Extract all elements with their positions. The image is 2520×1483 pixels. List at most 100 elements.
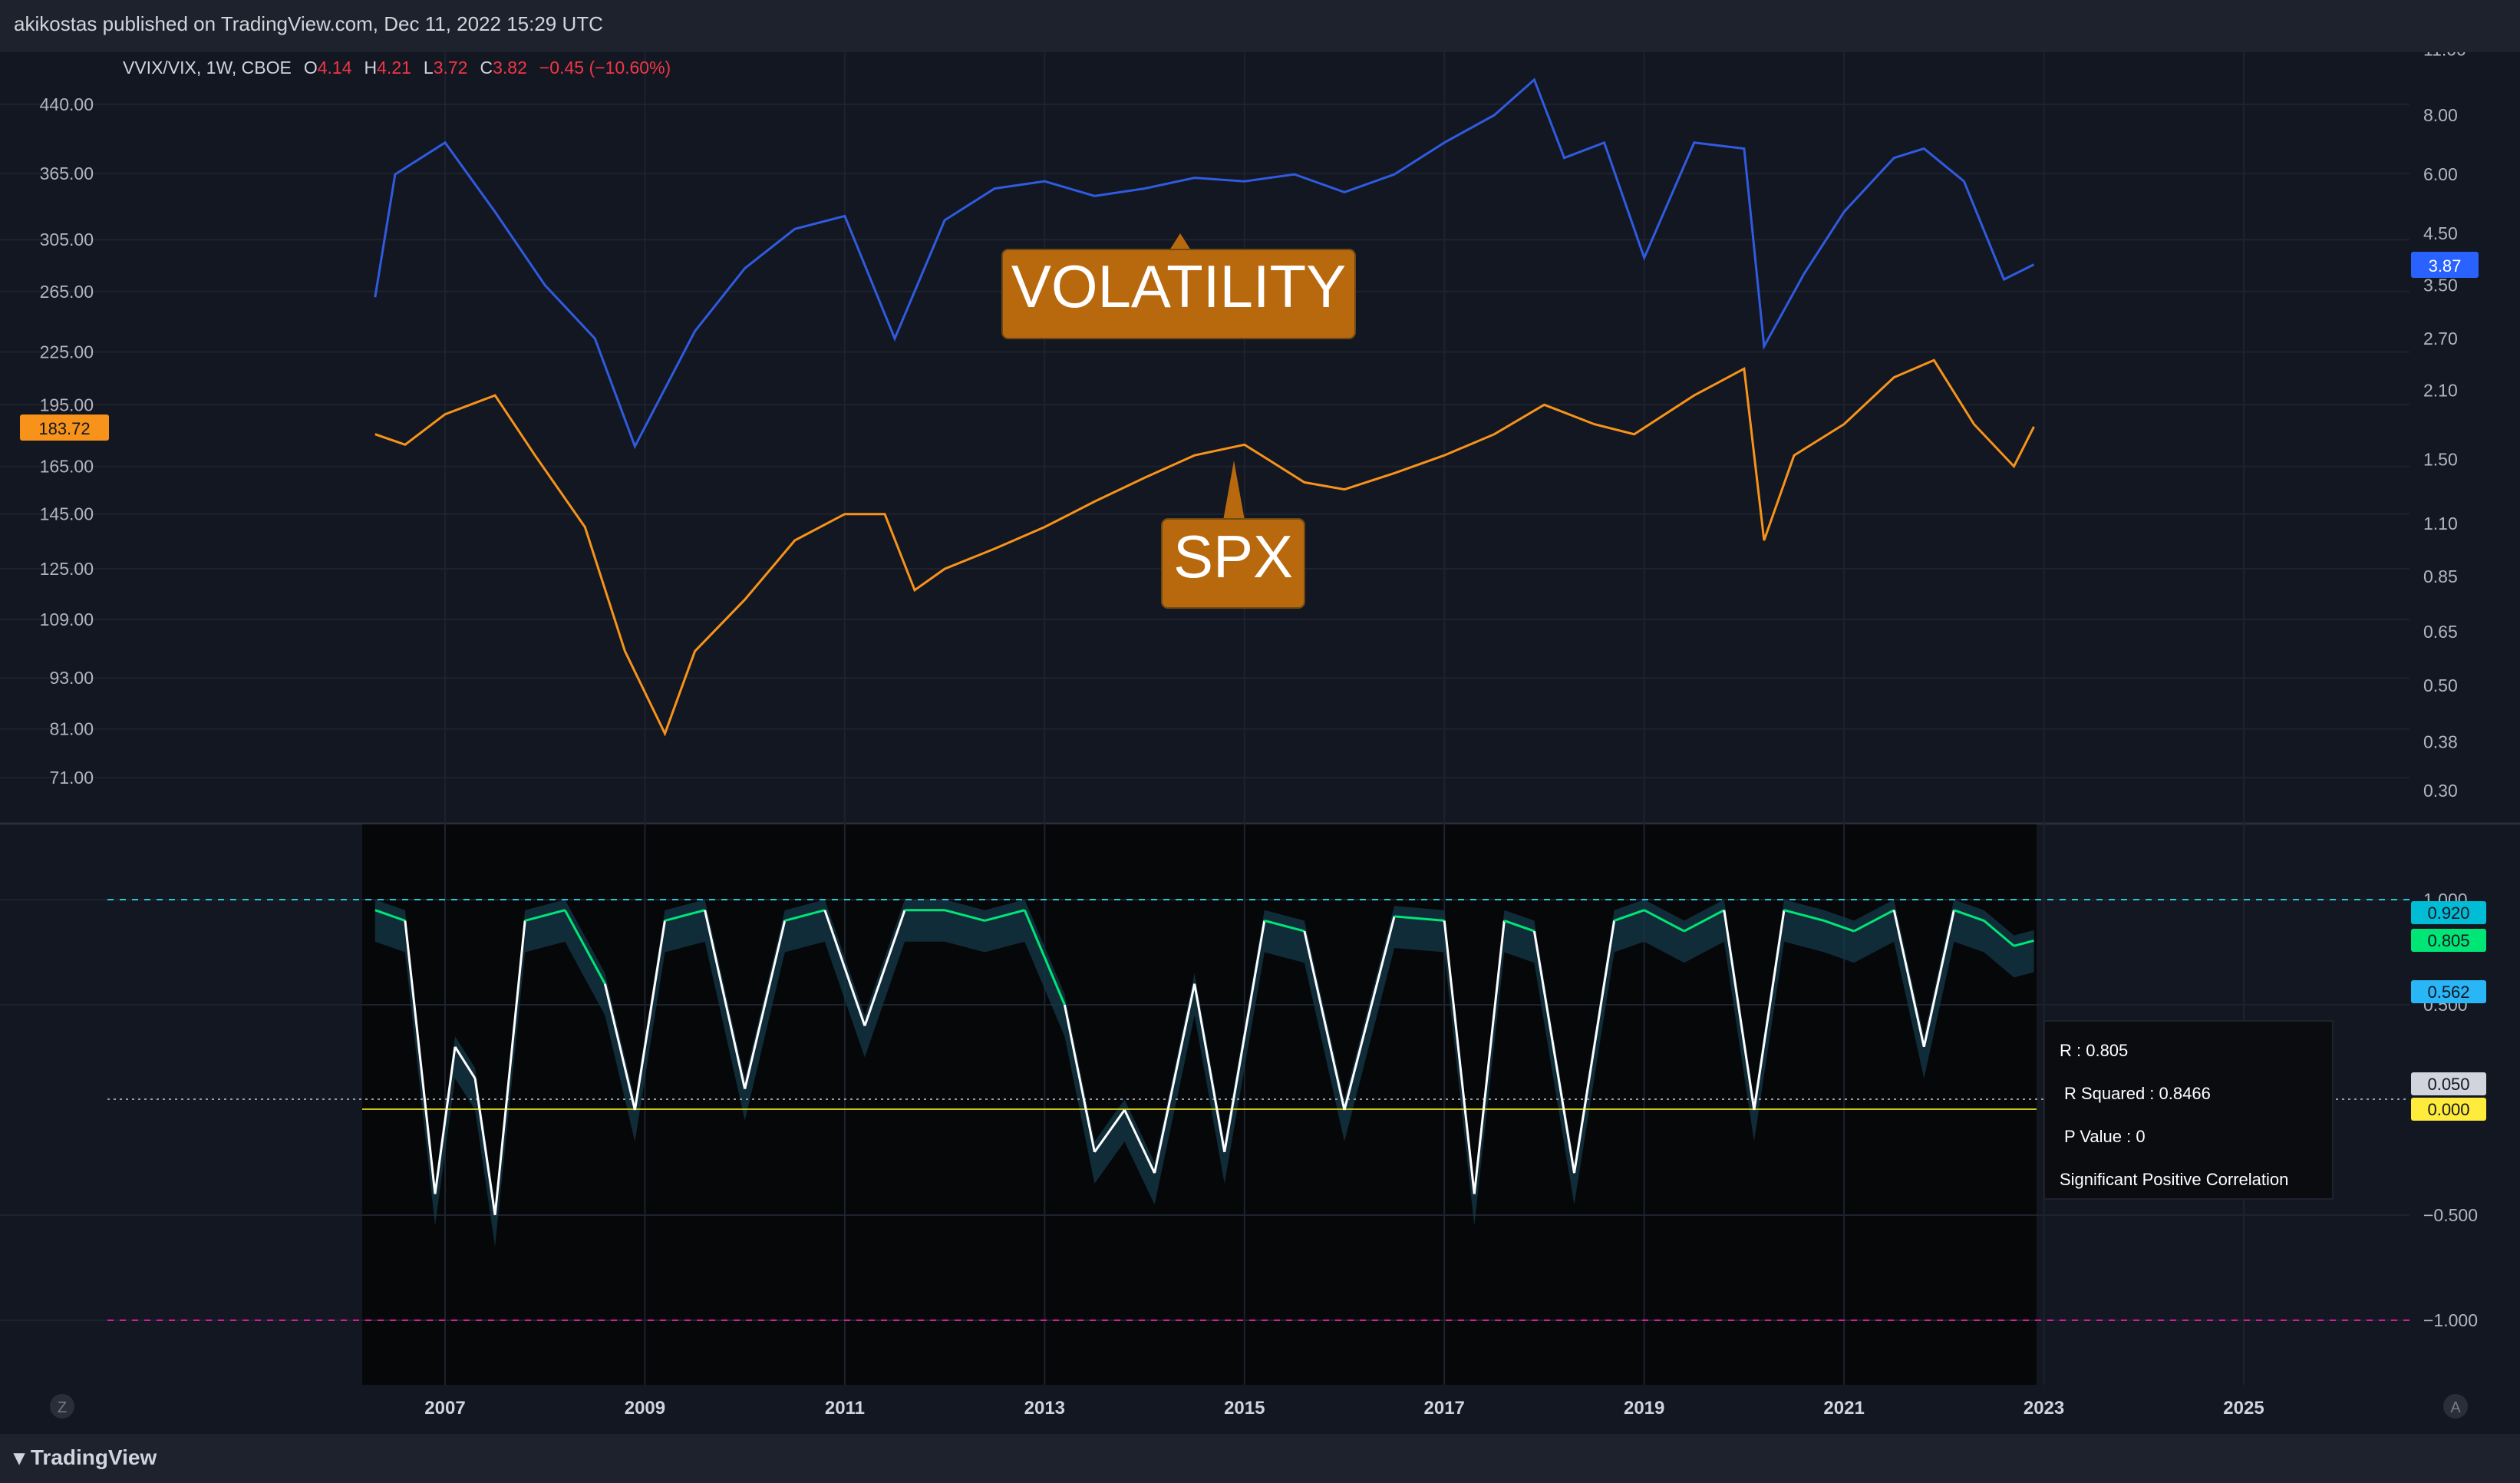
left-tick-label: 93.00 <box>49 668 94 688</box>
right-tick-label: 8.00 <box>2423 105 2458 125</box>
vol-price-tag-text: 3.87 <box>2429 256 2462 276</box>
right-tick-label: 6.00 <box>2423 164 2458 184</box>
right-tick-label: 1.50 <box>2423 450 2458 470</box>
correlation-line-segment <box>1892 910 1925 1048</box>
published-header: akikostas published on TradingView.com, … <box>0 0 2520 52</box>
zoom-reset-button[interactable]: Z <box>50 1394 74 1419</box>
left-price-axis: 520.00 440.00 365.00 305.00 265.00 225.00 195.… <box>40 52 94 788</box>
left-tick-label: 440.00 <box>40 94 94 114</box>
spx-price-tag-bg <box>20 415 109 441</box>
time-axis: 2007 2009 2011 2013 2015 2017 2019 2021 2023 2025 <box>424 1398 2264 1419</box>
correlation-line-segment <box>1394 915 1445 922</box>
indicator-tag-0805-text: 0.805 <box>2427 931 2469 950</box>
stats-box-bg <box>2043 1020 2334 1200</box>
indicator-tag-0562: 0.562 <box>2411 980 2486 1003</box>
right-tick-label: 1.10 <box>2423 514 2458 533</box>
correlation-line-segment <box>1684 909 1725 933</box>
x-tick-label: 2021 <box>1823 1398 1864 1419</box>
indicator-tag-0050-bg <box>2411 1072 2486 1095</box>
correlation-line-segment <box>1643 909 1685 933</box>
price-pane <box>0 52 2520 823</box>
left-tick-label: 305.00 <box>40 230 94 249</box>
x-tick-label: 2007 <box>424 1398 465 1419</box>
right-tick-label: 0.30 <box>2423 781 2458 801</box>
correlation-line-segment <box>1823 919 1855 933</box>
published-text: akikostas published on TradingView.com, … <box>14 12 603 35</box>
spx-price-tag: 183.72 <box>20 415 109 441</box>
brand-name: TradingView <box>30 1445 157 1469</box>
correlation-line-segment <box>493 920 526 1216</box>
correlation-line-segment <box>454 1045 477 1079</box>
right-tick-label: 0.50 <box>2423 675 2458 695</box>
correlation-line-segment <box>704 910 747 1089</box>
spx-price-tag-text: 183.72 <box>38 419 90 438</box>
correlation-line-segment <box>1063 1004 1096 1153</box>
x-tick-label: 2009 <box>625 1398 665 1419</box>
vol-price-tag: 3.87 <box>2411 252 2479 278</box>
left-tick-label: 365.00 <box>40 163 94 183</box>
spx-label: SPX <box>1173 523 1293 590</box>
chart-canvas[interactable]: 520.00 440.00 365.00 305.00 265.00 225.00 195.… <box>0 52 2520 1434</box>
series-layer <box>374 78 2035 1216</box>
x-tick-label: 2025 <box>2223 1398 2264 1419</box>
right-tick-label: 3.50 <box>2423 276 2458 296</box>
indicator-tag-0050: 0.050 <box>2411 1072 2486 1095</box>
left-tick-label: 71.00 <box>49 768 94 788</box>
correlation-line-segment <box>1093 1109 1126 1153</box>
correlation-line-segment <box>1853 909 1895 933</box>
correlation-line-segment <box>1983 920 2015 947</box>
footer-bar: ▾ TradingView <box>0 1434 2520 1483</box>
correlation-line-segment <box>1153 983 1196 1174</box>
right-tick-label: 0.85 <box>2423 566 2458 586</box>
correlation-line-segment <box>563 909 606 985</box>
stats-conclusion: Significant Positive Correlation <box>2060 1170 2288 1189</box>
right-tick-label: 0.38 <box>2423 732 2458 752</box>
right-tick-label: 11.00 <box>2423 52 2466 60</box>
correlation-line-segment <box>1783 909 1825 922</box>
correlation-line-segment <box>665 909 705 922</box>
correlation-line-segment <box>1443 920 1476 1194</box>
spx-line <box>374 358 2035 737</box>
left-tick-label: 145.00 <box>40 504 94 524</box>
tradingview-logo[interactable]: ▾ TradingView <box>14 1445 157 1470</box>
right-tick-label: 2.10 <box>2423 380 2458 400</box>
legend-line: VVIX/VIX, 1W, CBOE O4.14 H4.21 L3.72 C3.82 −0… <box>123 58 671 78</box>
auto-scale-button[interactable]: A <box>2443 1394 2468 1419</box>
correlation-line-segment <box>1922 910 1955 1048</box>
zoom-reset-button-bg <box>50 1394 74 1419</box>
indicator-tag-0562-bg <box>2411 980 2486 1003</box>
correlation-line-segment <box>784 909 826 922</box>
correlation-line-segment <box>1223 920 1266 1153</box>
correlation-line-segment <box>1343 916 1396 1111</box>
indicator-tag-0920-text: 0.920 <box>2427 903 2469 923</box>
stats-p-value: P Value : 0 <box>2064 1127 2146 1146</box>
auto-scale-button-label: A <box>2450 1399 2461 1416</box>
vvix-vix-line <box>374 78 2035 450</box>
stats-r-squared: R Squared : 0.8466 <box>2064 1084 2211 1103</box>
x-tick-label: 2023 <box>2024 1398 2064 1419</box>
volatility-annotation[interactable]: VOLATILITY <box>1001 233 1356 339</box>
indicator-tag-0000-bg <box>2411 1098 2486 1121</box>
spx-annotation[interactable]: SPX <box>1161 461 1305 609</box>
indicator-tag-0920: 0.920 <box>2411 901 2486 924</box>
correlation-band <box>374 900 2034 1247</box>
correlation-line-segment <box>1953 909 1984 922</box>
left-tick-label: 520.00 <box>40 52 94 53</box>
volatility-label: VOLATILITY <box>1011 253 1346 320</box>
x-tick-label: 2013 <box>1024 1398 1065 1419</box>
indicator-tag-0920-bg <box>2411 901 2486 924</box>
indicator-tag-0000: 0.000 <box>2411 1098 2486 1121</box>
left-tick-label: 165.00 <box>40 457 94 477</box>
left-tick-label: 265.00 <box>40 282 94 302</box>
left-tick-label: 225.00 <box>40 342 94 362</box>
correlation-line-segment <box>524 909 566 922</box>
correlation-line-segment <box>603 983 636 1111</box>
volatility-callout-box <box>1001 249 1356 339</box>
right-tick-label: 2.70 <box>2423 329 2458 348</box>
stats-box: R : 0.805 R Squared : 0.8466 P Value : 0… <box>2043 1020 2334 1200</box>
correlation-line-segment <box>1264 919 1305 933</box>
x-tick-label: 2019 <box>1624 1398 1664 1419</box>
volatility-callout-pointer <box>1169 233 1191 250</box>
left-tick-label: 81.00 <box>49 719 94 739</box>
correlation-line-segment <box>944 909 985 922</box>
